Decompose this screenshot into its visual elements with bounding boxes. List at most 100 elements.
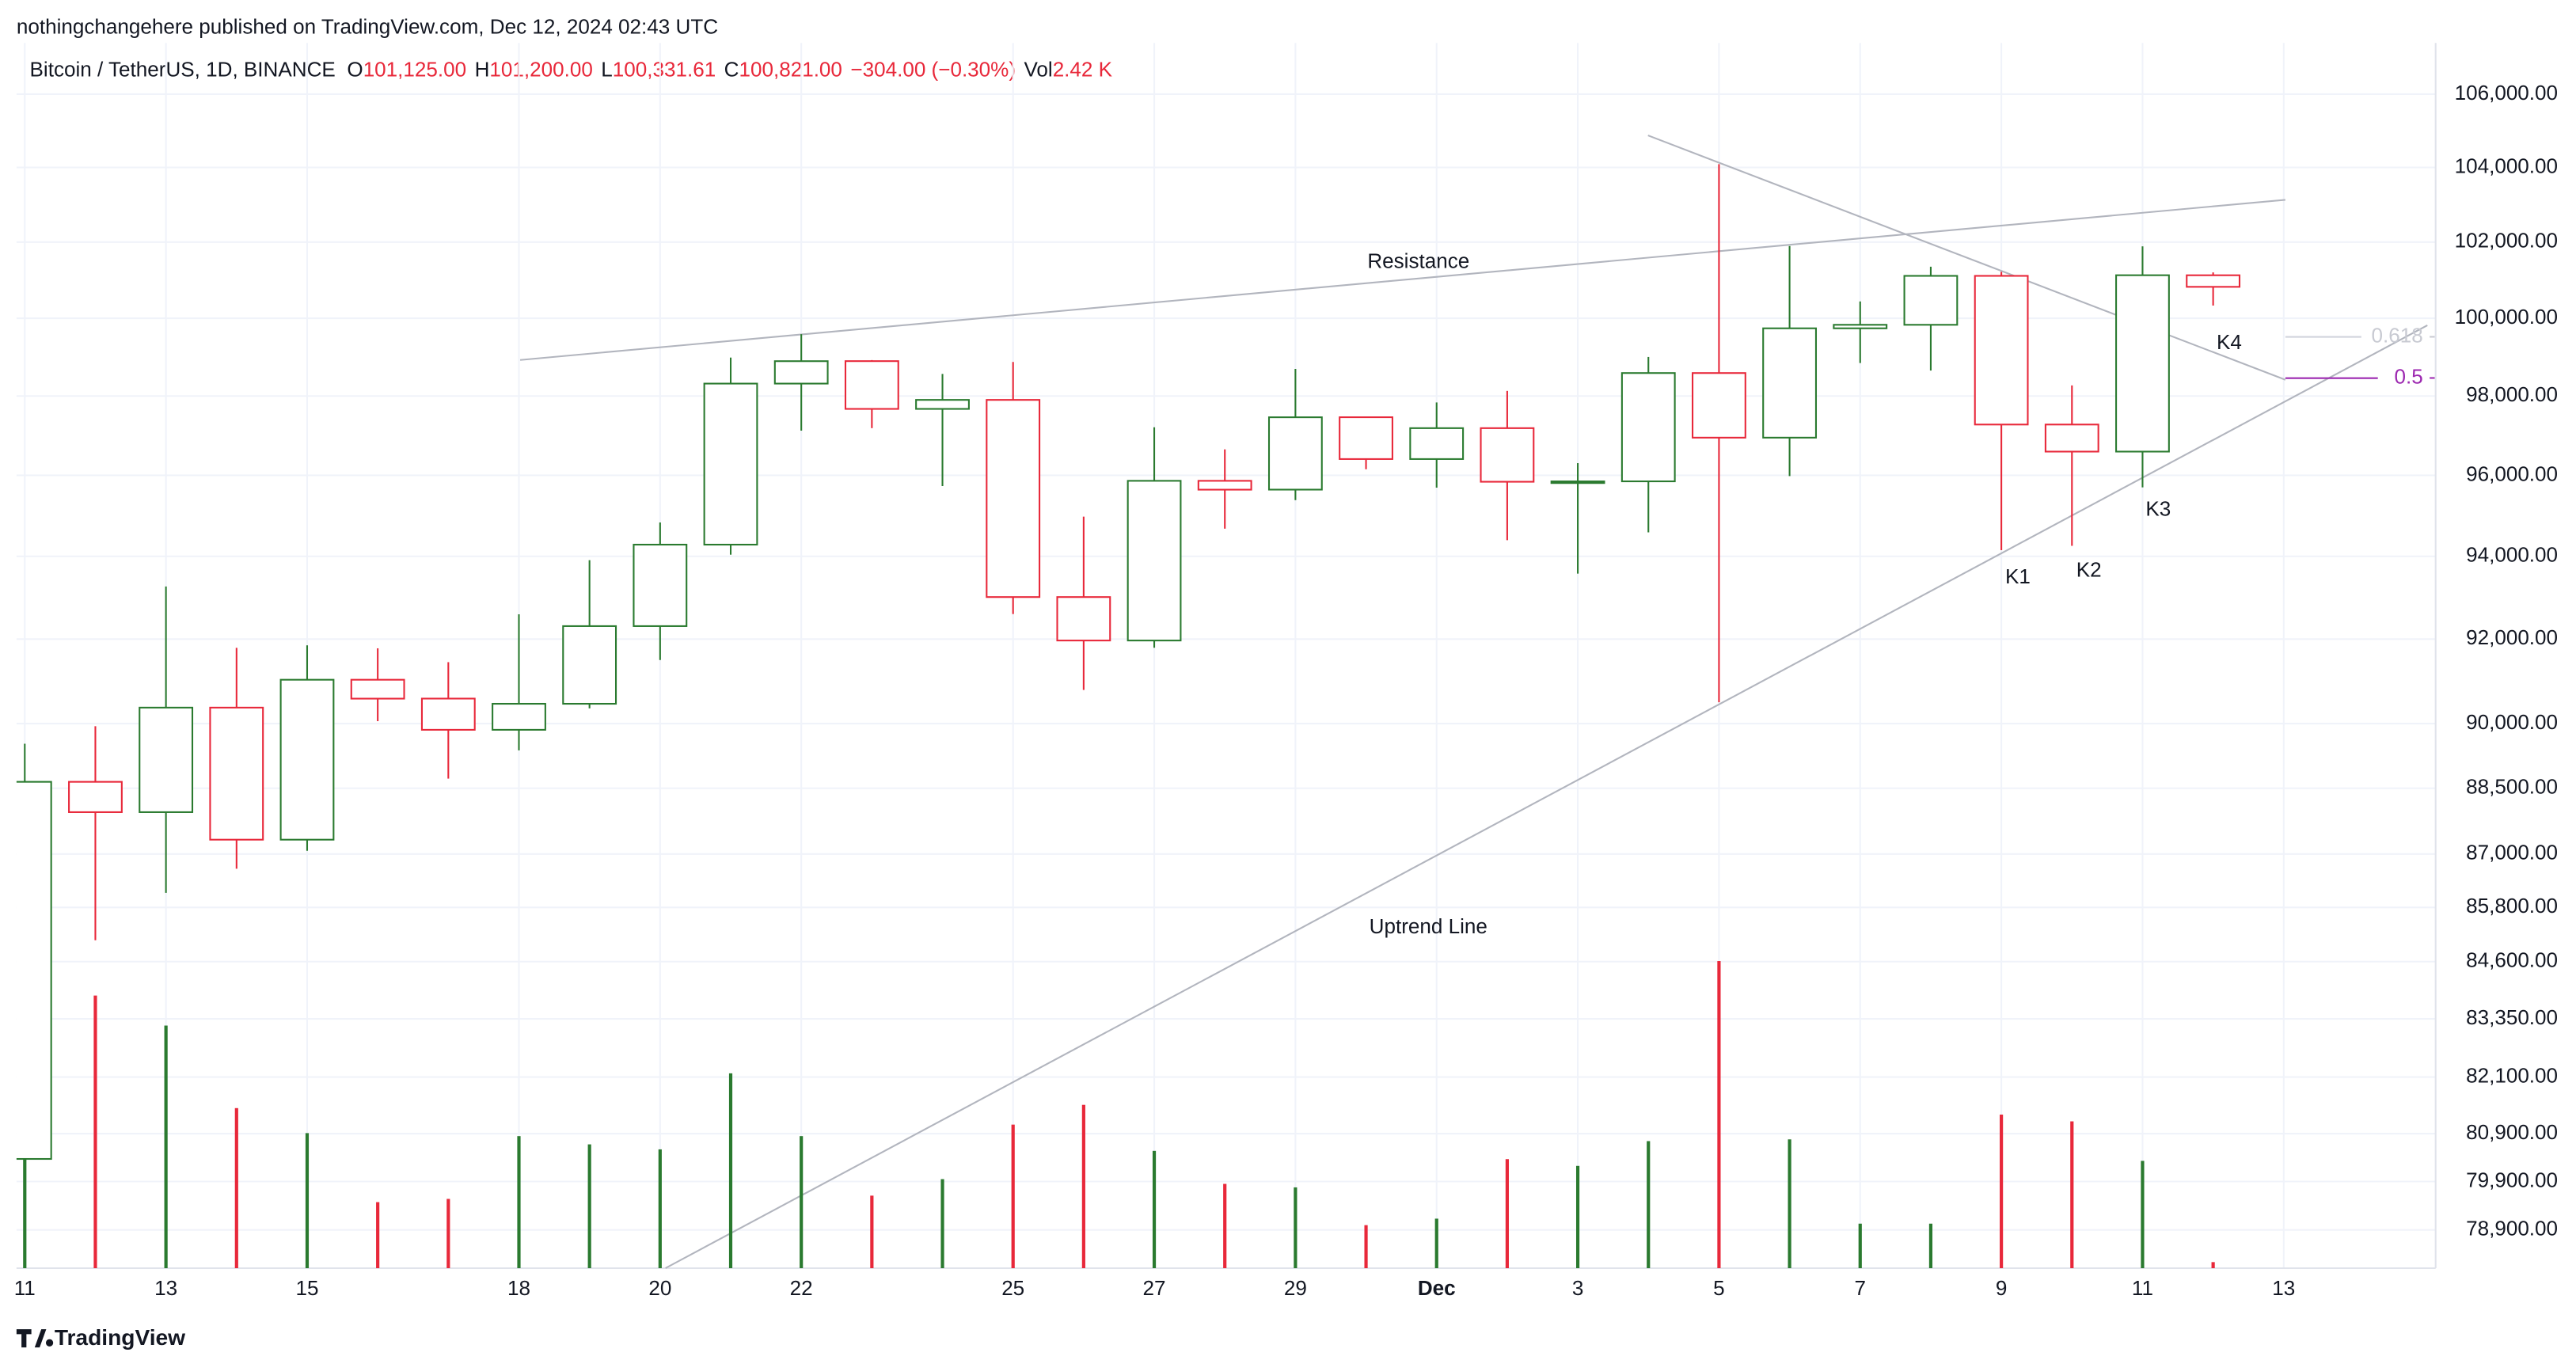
x-tick-label: 22: [790, 1276, 813, 1300]
volume-bar: [305, 1133, 310, 1268]
logo-icon: [16, 1329, 54, 1348]
y-tick-label: 100,000.00: [2455, 305, 2558, 329]
y-tick-label: 79,900.00: [2466, 1168, 2558, 1191]
candle-body: [350, 678, 405, 700]
legend-text: Bitcoin / TetherUS, 1D, BINANCE O101,125.…: [30, 58, 1113, 82]
legend-key: H: [475, 58, 490, 82]
candle-body: [1267, 416, 1323, 491]
x-tick-label: 11: [2132, 1276, 2153, 1300]
trend-line: [1647, 135, 2286, 381]
volume-bar: [658, 1149, 662, 1268]
candle-body: [279, 678, 335, 841]
fib-label: 0.5 -: [2395, 365, 2436, 389]
volume-bar: [1858, 1223, 1862, 1268]
volume-bar: [2141, 1161, 2145, 1268]
candle-body: [844, 360, 899, 410]
footer-brand: TradingView: [55, 1325, 185, 1350]
candle-body: [562, 625, 617, 705]
x-tick-label: 27: [1143, 1276, 1166, 1300]
x-tick-label: 5: [1713, 1276, 1725, 1300]
legend-key: L: [601, 58, 613, 82]
candle-body: [2186, 274, 2241, 288]
y-tick-label: 102,000.00: [2455, 229, 2558, 253]
y-tick-label: 106,000.00: [2455, 81, 2558, 104]
candle-body: [139, 706, 194, 813]
candle-body: [68, 781, 123, 813]
y-tick-label: 80,900.00: [2466, 1120, 2558, 1144]
volume-bar: [164, 1025, 168, 1268]
volume-bar: [1294, 1187, 1297, 1268]
legend-value: 100,821.00: [739, 58, 842, 82]
legend: Bitcoin / TetherUS, 1D, BINANCE O101,125.…: [30, 58, 1113, 82]
resistance-line: [519, 199, 2285, 361]
y-tick-label: 83,350.00: [2466, 1005, 2558, 1029]
x-tick-label: 3: [1572, 1276, 1583, 1300]
x-tick-label: 7: [1855, 1276, 1867, 1300]
legend-value: 2.42 K: [1053, 58, 1113, 82]
x-tick-label: 20: [648, 1276, 671, 1300]
annotation: Resistance: [1367, 249, 1469, 273]
x-tick-label: 18: [507, 1276, 530, 1300]
candle-body: [1903, 275, 1959, 326]
candle-body: [703, 382, 758, 546]
annotation: K3: [2145, 496, 2171, 520]
volume-bar: [1505, 1159, 1509, 1268]
symbol: Bitcoin / TetherUS, 1D, BINANCE: [30, 58, 336, 82]
y-tick-label: 88,500.00: [2466, 775, 2558, 799]
volume-pane: [23, 961, 2215, 1268]
y-tick-label: 94,000.00: [2466, 543, 2558, 567]
y-tick-label: 87,000.00: [2466, 841, 2558, 864]
volume-bar: [1152, 1150, 1157, 1268]
footer-logo: TradingView: [16, 1325, 185, 1350]
x-tick-label: 29: [1284, 1276, 1307, 1300]
volume-bar: [93, 995, 97, 1268]
volume-bar: [800, 1136, 804, 1268]
annotation: K1: [2005, 564, 2031, 588]
published-line: nothingchangehere published on TradingVi…: [17, 14, 718, 38]
y-tick-label: 85,800.00: [2466, 894, 2558, 917]
candle-body: [1127, 480, 1182, 642]
candle-body: [1480, 427, 1535, 483]
legend-value: 101,200.00: [489, 58, 592, 82]
candle-body: [16, 781, 52, 1161]
candle-body: [2115, 274, 2170, 453]
candle-body: [1762, 327, 1818, 439]
candle-body: [492, 702, 546, 731]
y-tick-label: 78,900.00: [2466, 1217, 2558, 1240]
y-tick-label: 90,000.00: [2466, 710, 2558, 734]
volume-bar: [1011, 1124, 1015, 1268]
volume-bar: [940, 1179, 944, 1268]
candle-body: [1620, 372, 1676, 483]
volume-bar: [1928, 1223, 1933, 1268]
volume-bar: [376, 1202, 380, 1268]
candle-pane: [16, 164, 2241, 1167]
volume-bar: [870, 1195, 874, 1268]
volume-bar: [446, 1199, 450, 1268]
volume-bar: [1788, 1139, 1791, 1268]
candle-body: [915, 399, 970, 410]
candle-body: [1833, 324, 1888, 329]
volume-bar: [1717, 961, 1721, 1268]
legend-key: O: [347, 58, 363, 82]
legend-key: Vol: [1024, 58, 1052, 82]
volume-bar: [587, 1144, 591, 1268]
fib-label: 0.618 -: [2372, 323, 2436, 347]
volume-bar: [2070, 1121, 2074, 1268]
candle-body: [1692, 372, 1746, 439]
x-tick-label: 13: [154, 1276, 177, 1300]
x-tick-label: 13: [2272, 1276, 2295, 1300]
candle-body: [773, 360, 829, 385]
y-tick-label: 82,100.00: [2466, 1063, 2558, 1087]
candle-body: [1339, 416, 1393, 460]
y-tick-label: 84,600.00: [2466, 948, 2558, 972]
volume-bar: [2211, 1262, 2215, 1268]
x-tick-label: Dec: [1418, 1276, 1456, 1300]
candle-body: [2044, 424, 2099, 453]
annotation: Uptrend Line: [1370, 914, 1487, 938]
y-tick-label: 98,000.00: [2466, 382, 2558, 406]
volume-bar: [517, 1136, 521, 1268]
volume-bar: [1223, 1183, 1227, 1268]
volume-bar: [728, 1073, 733, 1268]
